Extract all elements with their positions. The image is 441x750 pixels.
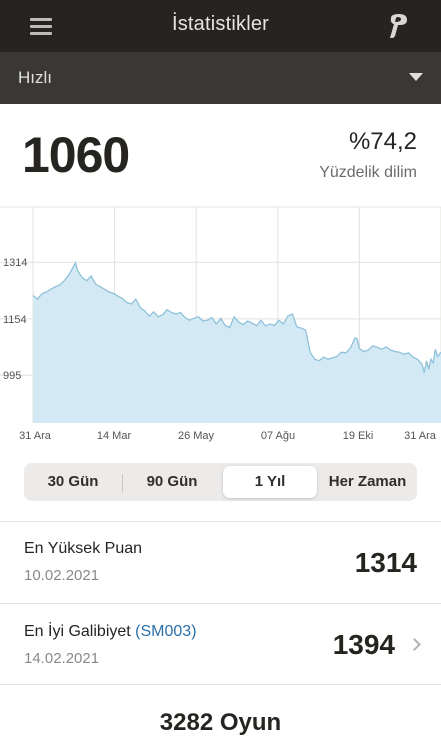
chart-y-tick-label: 1154 [3, 314, 27, 326]
chart-x-tick-label: 14 Mar [97, 430, 132, 442]
best-win-opponent[interactable]: (SM003) [135, 623, 197, 640]
chart-x-tick-label: 31 Ara [19, 430, 52, 442]
divider [0, 684, 441, 685]
games-count: 3282 Oyun [159, 709, 282, 736]
game-mode-label: Hızlı [18, 68, 52, 87]
top-bar: İstatistikler [0, 0, 441, 52]
chart-y-tick-label: 1314 [3, 257, 27, 269]
best-win-label-group: En İyi Galibiyet (SM003) [24, 623, 197, 641]
chart-x-tick-label: 07 Ağu [261, 430, 295, 442]
period-1-year-button[interactable]: 1 Yıl [223, 466, 317, 498]
divider [0, 521, 441, 522]
segment-divider [122, 474, 123, 492]
current-rating: 1060 [22, 127, 130, 183]
rating-chart-svg: 1314 1154 995 31 Ara 14 Mar 26 May 07 Ağu 19 Ek… [0, 206, 441, 442]
rating-history-chart[interactable]: 1314 1154 995 31 Ara 14 Mar 26 May 07 Ağu 19 Ek… [0, 205, 441, 445]
caret-down-icon [409, 73, 423, 81]
period-all-time-button[interactable]: Her Zaman [328, 473, 407, 490]
period-selector: 30 Gün 90 Gün 1 Yıl Her Zaman [24, 463, 417, 501]
chart-x-tick-label: 31 Ara [404, 430, 437, 442]
highest-rating-label: En Yüksek Puan [24, 540, 143, 557]
best-win-date: 14.02.2021 [24, 650, 100, 667]
divider [0, 603, 441, 604]
period-30-days-button[interactable]: 30 Gün [47, 473, 99, 490]
best-win-value: 1394 [332, 629, 395, 660]
highest-rating-value: 1314 [354, 547, 417, 578]
percentile-value: %74,2 [348, 128, 417, 155]
highest-rating-date: 10.02.2021 [24, 567, 100, 584]
pawn-logo-icon[interactable] [385, 12, 411, 40]
game-mode-dropdown[interactable]: Hızlı [0, 52, 441, 104]
chart-x-tick-label: 19 Eki [343, 430, 374, 442]
page-title: İstatistikler [171, 13, 270, 35]
chart-area-fill [33, 262, 441, 423]
chart-y-tick-label: 995 [3, 370, 21, 382]
chart-x-tick-label: 26 May [178, 430, 215, 442]
hamburger-menu-icon[interactable] [30, 14, 56, 38]
period-90-days-button[interactable]: 90 Gün [146, 473, 198, 490]
best-win-label: En İyi Galibiyet [24, 623, 131, 640]
chart-series-line [32, 261, 441, 373]
percentile-label: Yüzdelik dilim [319, 164, 417, 181]
